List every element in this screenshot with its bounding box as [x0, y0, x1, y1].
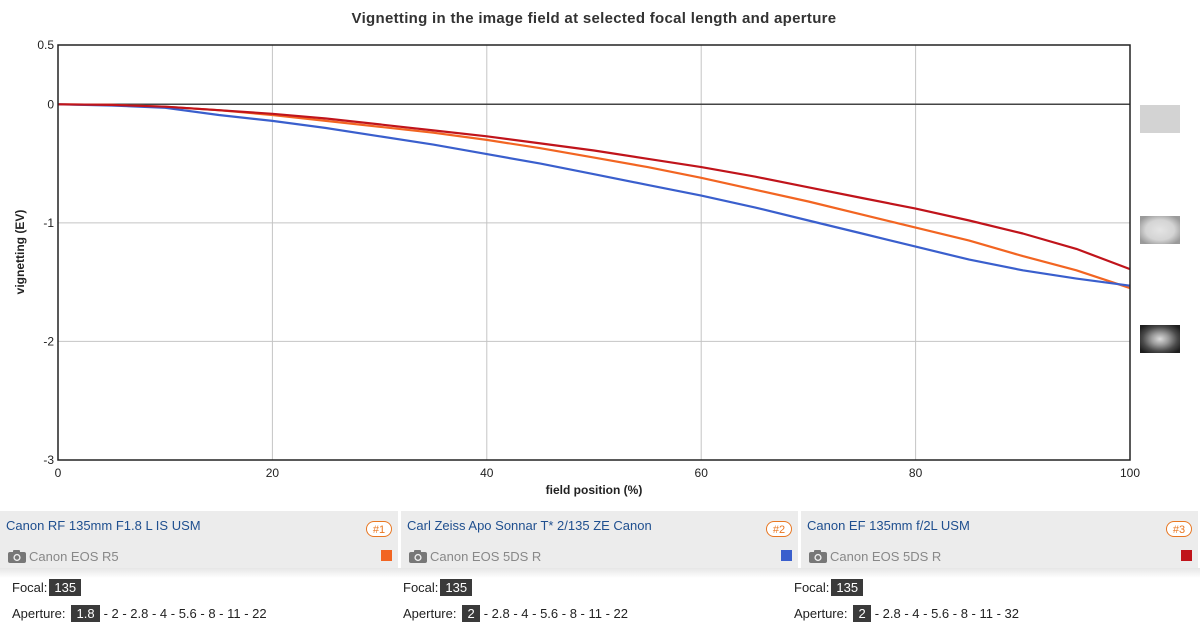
y-axis-label: vignetting (EV) — [13, 210, 27, 295]
chart-title: Vignetting in the image field at selecte… — [352, 10, 837, 27]
series-line-2 — [57, 103, 1131, 287]
lens-badge: #2 — [766, 521, 792, 537]
focal-label: Focal: — [403, 579, 439, 595]
x-axis-label: field position (%) — [546, 483, 643, 497]
series-group — [57, 103, 1131, 290]
aperture-label: Aperture: — [403, 605, 457, 621]
lens-panel-2[interactable]: Carl Zeiss Apo Sonnar T* 2/135 ZE Canon … — [401, 511, 798, 568]
aperture-label: Aperture: — [794, 605, 848, 621]
camera-name: Canon EOS 5DS R — [830, 548, 942, 564]
series-color-swatch — [1181, 550, 1192, 561]
chart-svg: Vignetting in the image field at selecte… — [13, 10, 1180, 497]
y-tick-label: -3 — [43, 453, 54, 467]
mild-vignetting-thumbnail — [1140, 216, 1180, 244]
lens-badge: #3 — [1166, 521, 1192, 537]
series-line-3 — [57, 103, 1131, 271]
lens-name[interactable]: Canon EF 135mm f/2L USM — [807, 518, 970, 533]
tick-labels: 0 20 40 60 80 100 0.5 0 -1 -2 -3 — [37, 38, 1140, 480]
aperture-selected[interactable]: 1.8 — [71, 604, 100, 622]
grid — [58, 45, 1130, 460]
camera-name: Canon EOS 5DS R — [430, 548, 542, 564]
focal-value[interactable]: 135 — [49, 578, 82, 596]
focal-row: Focal: 135 — [403, 577, 628, 597]
aperture-options[interactable]: - 2 - 2.8 - 4 - 5.6 - 8 - 11 - 22 — [103, 605, 267, 621]
x-tick-label: 20 — [266, 466, 280, 480]
aperture-label: Aperture: — [12, 605, 66, 621]
aperture-options[interactable]: - 2.8 - 4 - 5.6 - 8 - 11 - 22 — [483, 605, 628, 621]
aperture-row: Aperture: 1.8 - 2 - 2.8 - 4 - 5.6 - 8 - … — [12, 603, 267, 623]
lens-1-settings: Focal: 135 Aperture: 1.8 - 2 - 2.8 - 4 -… — [12, 577, 267, 623]
series-color-swatch — [781, 550, 792, 561]
strong-vignetting-thumbnail — [1140, 325, 1180, 353]
y-tick-label: -1 — [43, 216, 54, 230]
camera-row: Canon EOS 5DS R — [408, 548, 541, 564]
aperture-selected[interactable]: 2 — [462, 604, 480, 622]
camera-icon — [809, 549, 827, 563]
panel-shadow — [0, 568, 1200, 578]
camera-name: Canon EOS R5 — [29, 548, 119, 564]
flat-field-thumbnail — [1140, 105, 1180, 133]
plot-frame — [57, 44, 1131, 461]
y-tick-label: 0.5 — [37, 38, 54, 52]
lens-name[interactable]: Carl Zeiss Apo Sonnar T* 2/135 ZE Canon — [407, 518, 652, 533]
x-tick-label: 80 — [909, 466, 923, 480]
focal-row: Focal: 135 — [794, 577, 1019, 597]
y-tick-label: -2 — [43, 334, 54, 348]
lens-panel-3[interactable]: Canon EF 135mm f/2L USM #3 Canon EOS 5DS… — [801, 511, 1198, 568]
lens-name[interactable]: Canon RF 135mm F1.8 L IS USM — [6, 518, 201, 533]
focal-value[interactable]: 135 — [831, 578, 864, 596]
x-tick-label: 0 — [55, 466, 62, 480]
y-tick-label: 0 — [47, 97, 54, 111]
x-tick-label: 40 — [480, 466, 494, 480]
x-tick-label: 100 — [1120, 466, 1140, 480]
focal-row: Focal: 135 — [12, 577, 267, 597]
aperture-selected[interactable]: 2 — [853, 604, 871, 622]
aperture-row: Aperture: 2 - 2.8 - 4 - 5.6 - 8 - 11 - 2… — [403, 603, 628, 623]
camera-icon — [409, 549, 427, 563]
vignetting-chart: Vignetting in the image field at selecte… — [13, 10, 1180, 497]
focal-label: Focal: — [12, 579, 48, 595]
camera-row: Canon EOS 5DS R — [808, 548, 941, 564]
camera-row: Canon EOS R5 — [7, 548, 119, 564]
lens-3-settings: Focal: 135 Aperture: 2 - 2.8 - 4 - 5.6 -… — [794, 577, 1019, 623]
x-tick-label: 60 — [695, 466, 709, 480]
lens-badge: #1 — [366, 521, 392, 537]
series-color-swatch — [381, 550, 392, 561]
camera-icon — [8, 549, 26, 563]
aperture-row: Aperture: 2 - 2.8 - 4 - 5.6 - 8 - 11 - 3… — [794, 603, 1019, 623]
lens-2-settings: Focal: 135 Aperture: 2 - 2.8 - 4 - 5.6 -… — [403, 577, 628, 623]
lens-panel-1[interactable]: Canon RF 135mm F1.8 L IS USM #1 Canon EO… — [0, 511, 398, 568]
aperture-options[interactable]: - 2.8 - 4 - 5.6 - 8 - 11 - 32 — [874, 605, 1019, 621]
focal-value[interactable]: 135 — [440, 578, 473, 596]
focal-label: Focal: — [794, 579, 830, 595]
